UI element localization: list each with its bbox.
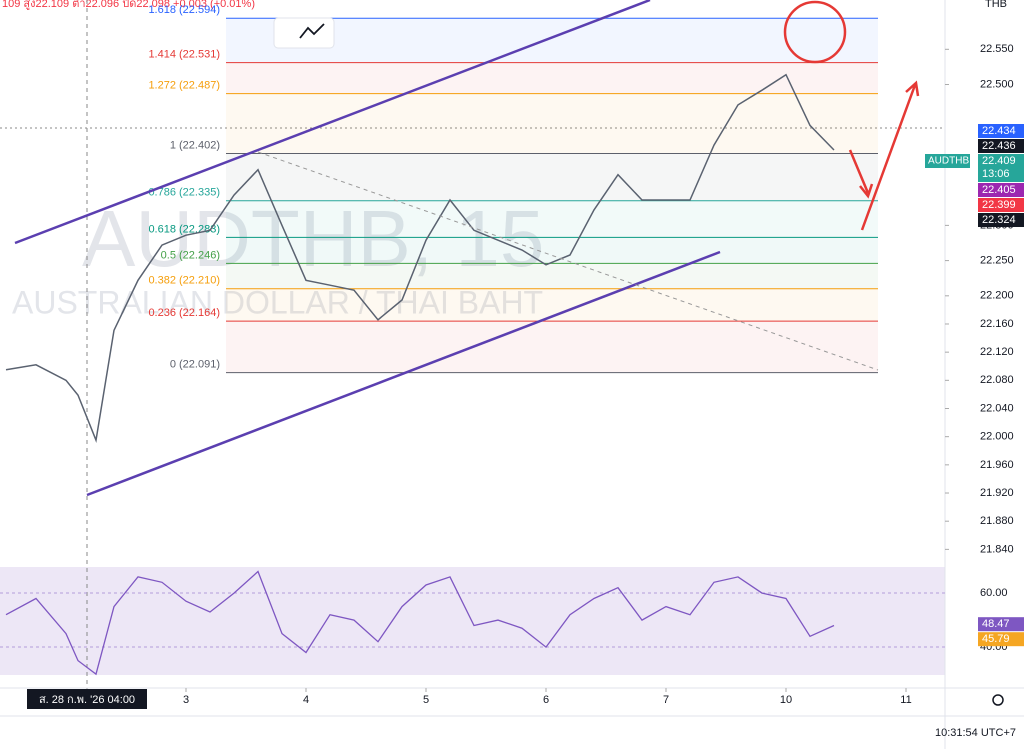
price-tag: 22.409 [982, 155, 1016, 167]
fib-label: 0 (22.091) [170, 358, 220, 370]
fib-zone [226, 93, 878, 154]
y-tick-label: 21.920 [980, 487, 1014, 499]
rsi-line [5, 570, 835, 676]
x-tick-label: 4 [303, 694, 309, 706]
y-tick-label: 21.880 [980, 515, 1014, 527]
y-tick-label: 22.040 [980, 402, 1014, 414]
price-tag-bg [978, 154, 1024, 183]
x-tick-label: 6 [543, 694, 549, 706]
watermark-title: AUDTHB, 15 [82, 194, 544, 283]
y-tick-label: 22.250 [980, 255, 1014, 267]
price-tag: 22.324 [982, 214, 1016, 226]
fib-zone [226, 237, 878, 264]
x-tick-label: ส. 28 ก.พ. '26 04:00 [39, 694, 135, 706]
fib-diagonal [257, 151, 879, 371]
y-tick-label: 22.120 [980, 346, 1014, 358]
fib-label: 0.5 (22.246) [161, 249, 220, 261]
fib-label: 1 (22.402) [170, 139, 220, 151]
y-tick-label: 21.960 [980, 459, 1014, 471]
price-tag-bg [978, 139, 1024, 154]
price-tag-bg [978, 213, 1024, 228]
price-line [5, 73, 835, 443]
y-tick-label: 22.500 [980, 78, 1014, 90]
fib-label: 0.236 (22.164) [148, 307, 220, 319]
clock: 10:31:54 UTC+7 [935, 727, 1016, 739]
crosshair-label-bg [27, 689, 147, 709]
rsi-tick-label: 60.00 [980, 587, 1008, 599]
y-tick-label: 22.550 [980, 43, 1014, 55]
fib-label: 0.786 (22.335) [148, 187, 220, 199]
x-tick-label: 5 [423, 694, 429, 706]
tool-icon[interactable] [299, 23, 325, 39]
ohlc: 109 สูง22.109 ต่ำ22.096 ปิด22.098 +0.003… [2, 0, 255, 10]
fib-zone [226, 321, 878, 373]
fib-zone [226, 263, 878, 289]
y-tick-label: 22.200 [980, 290, 1014, 302]
rsi-tag: 48.47 [982, 618, 1010, 630]
rsi-tag: 45.79 [982, 633, 1010, 645]
x-tick-label: 3 [183, 694, 189, 706]
x-tick-label: 11 [900, 694, 911, 706]
price-tag: 22.434 [982, 125, 1016, 137]
price-tag: 22.399 [982, 199, 1016, 211]
fib-label: 1.272 (22.487) [148, 80, 220, 92]
settings-icon[interactable] [992, 694, 1004, 706]
plot [5, 73, 835, 443]
highlight-circle [783, 0, 847, 64]
y-tick-label: 21.840 [980, 543, 1014, 555]
price-tag-bg [978, 198, 1024, 213]
fib-label: 0.618 (22.283) [148, 223, 220, 235]
fib-zone [226, 62, 878, 94]
price-tag: 22.436 [982, 140, 1016, 152]
channel-lower [86, 250, 721, 497]
fib-zone [226, 200, 878, 238]
symbol-tag-bg [925, 154, 970, 169]
arrow-up [860, 80, 920, 231]
price-tag-bg [978, 124, 1024, 139]
channel-upper [14, 0, 651, 245]
countdown: 13:06 [982, 168, 1010, 180]
y-tick-label: 22.080 [980, 374, 1014, 386]
currency: THB [985, 0, 1007, 10]
price-tag: 22.405 [982, 184, 1016, 196]
arrow-down [848, 149, 874, 199]
x-tick-label: 10 [780, 694, 792, 706]
rsi-tag-bg [978, 617, 1024, 632]
rsi-tag-bg [978, 632, 1024, 647]
x-tick-label: 7 [663, 694, 669, 706]
fib-group: 1.618 (22.594) 1.414 (22.531) 1.272 (22.48… [148, 4, 878, 374]
y-tick-label: 22.160 [980, 318, 1014, 330]
fib-label: 0.382 (22.210) [148, 275, 220, 287]
fib-label: 1.618 (22.594) [148, 4, 220, 16]
fib-label: 1.414 (22.531) [148, 49, 220, 61]
y-tick-label: 22.000 [980, 431, 1014, 443]
fib-zone [226, 153, 878, 201]
symbol-tag: AUDTHB [928, 156, 969, 167]
watermark-subtitle: AUSTRALIAN DOLLAR / THAI BAHT [12, 284, 543, 320]
fib-zone [226, 18, 878, 63]
price-tag-bg [978, 183, 1024, 198]
